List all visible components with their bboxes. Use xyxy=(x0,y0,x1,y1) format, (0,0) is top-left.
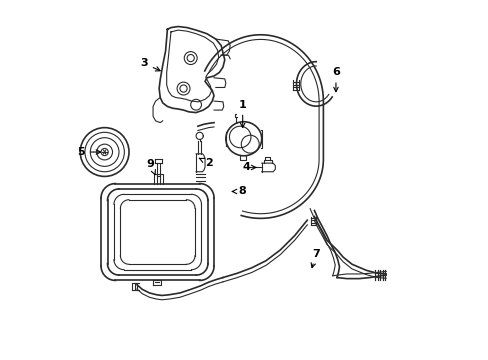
Text: 3: 3 xyxy=(140,58,160,71)
Text: 5: 5 xyxy=(78,147,101,157)
Text: 8: 8 xyxy=(232,186,246,197)
Text: 2: 2 xyxy=(199,158,212,168)
Text: 7: 7 xyxy=(310,248,320,267)
Text: 9: 9 xyxy=(146,159,155,175)
Text: 6: 6 xyxy=(331,67,339,92)
Text: 1: 1 xyxy=(238,100,246,127)
Text: 4: 4 xyxy=(242,162,256,172)
